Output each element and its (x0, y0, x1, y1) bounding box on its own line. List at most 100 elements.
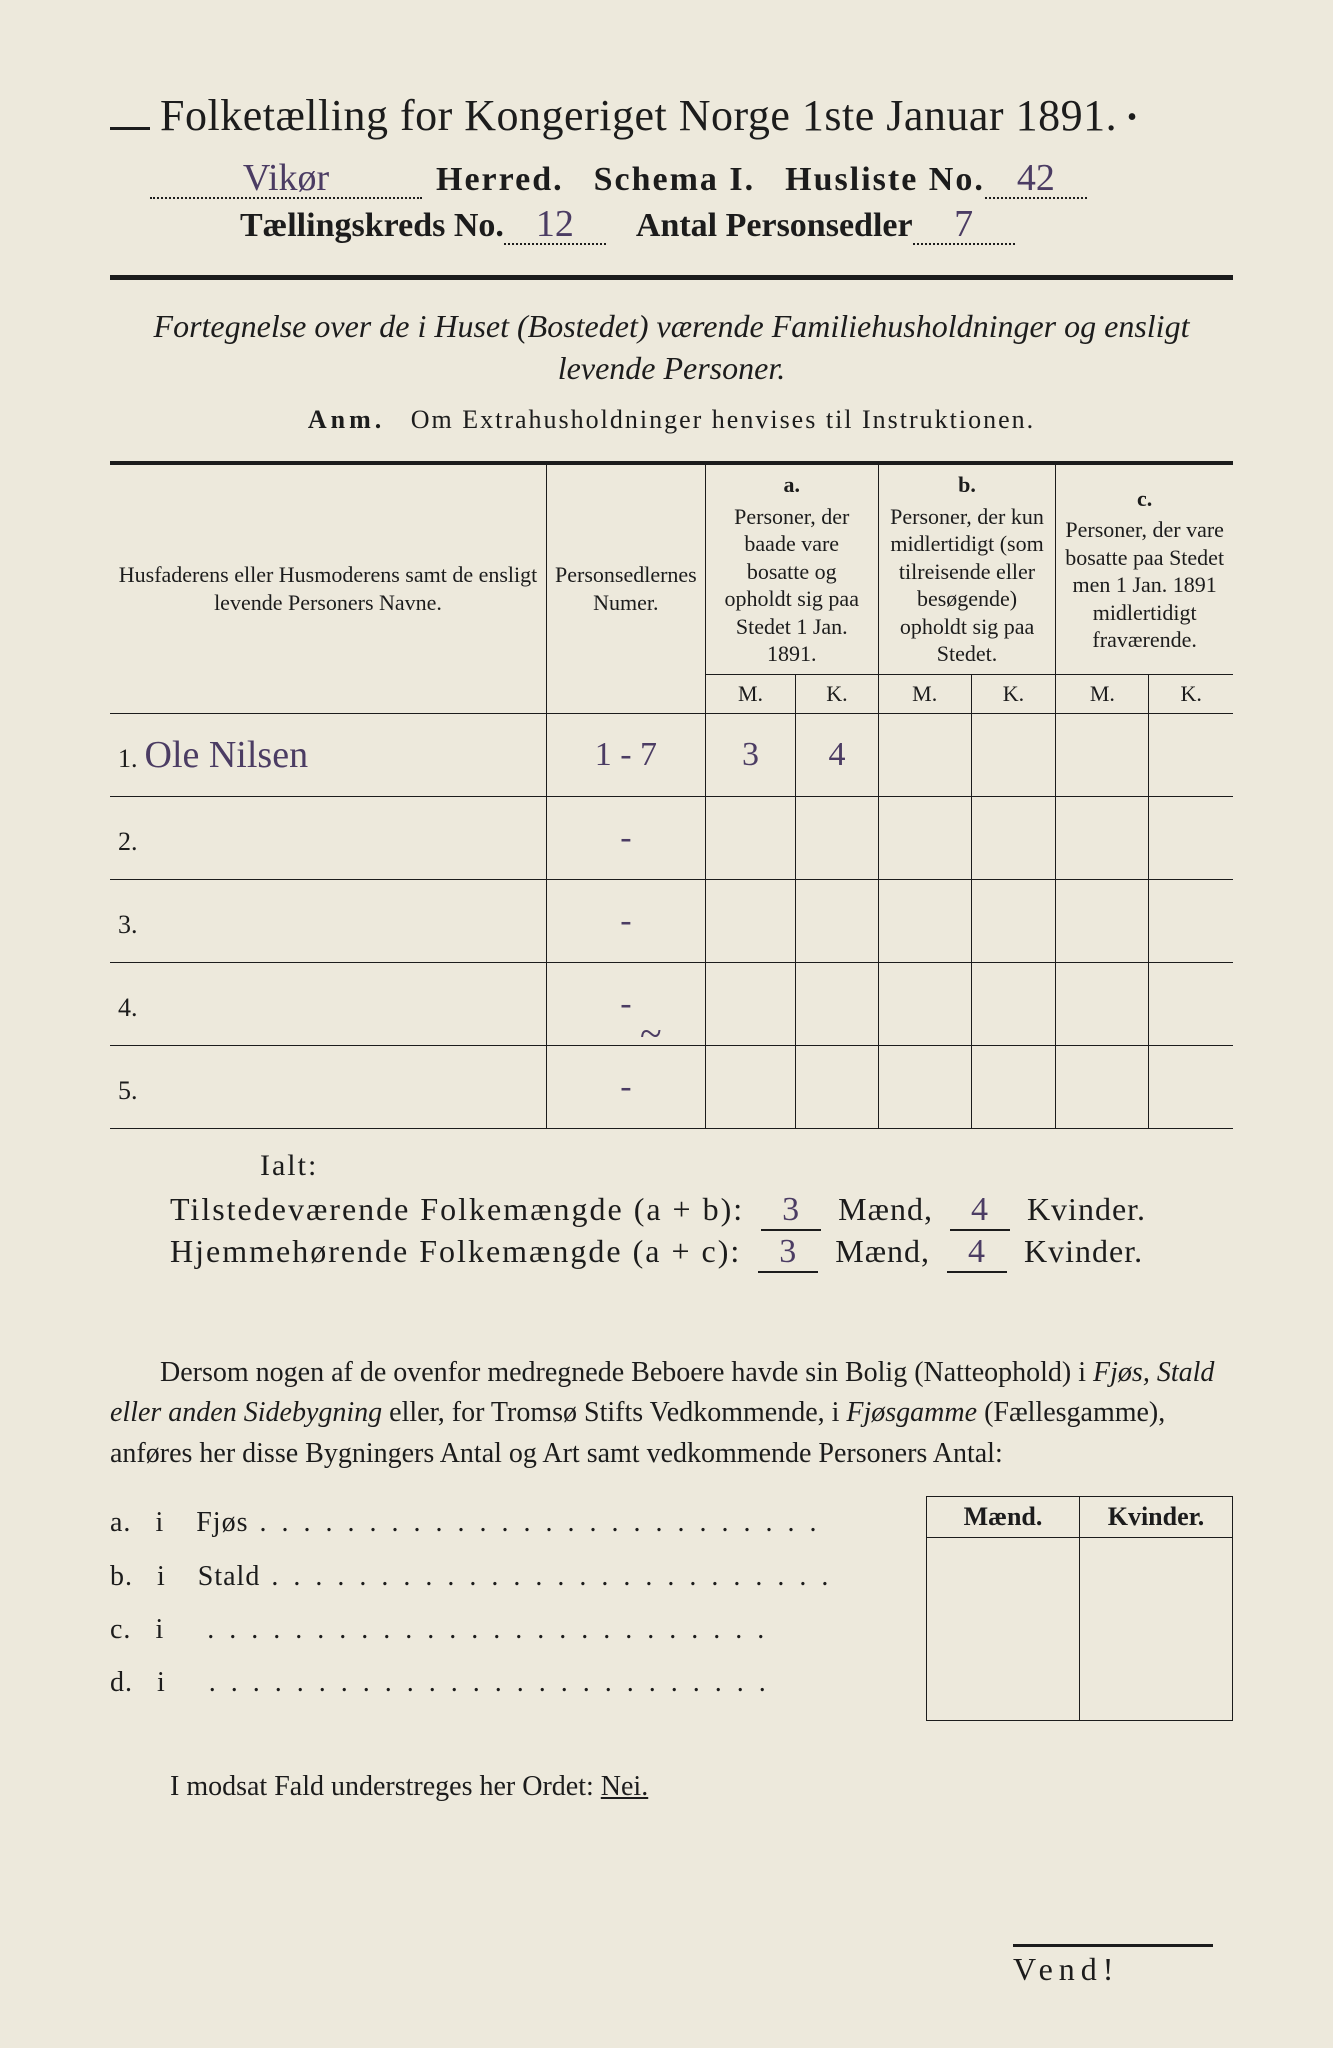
a-k: K. (796, 674, 879, 713)
anm-text: Om Extrahusholdninger henvises til Instr… (411, 405, 1035, 434)
anm-label: Anm. (308, 405, 385, 434)
col-c-header: c. Personer, der vare bosatte paa Stedet… (1056, 463, 1233, 674)
household-table: Husfaderens eller Husmoderens samt de en… (110, 461, 1233, 1129)
outbuilding-item: c. i . . . . . . . . . . . . . . . . . .… (110, 1603, 902, 1656)
cell-numer: 1 - 7 (547, 713, 706, 796)
outbuilding-item: d. i . . . . . . . . . . . . . . . . . .… (110, 1656, 902, 1709)
cell-a-k (796, 1045, 879, 1128)
side-k-val (1080, 1538, 1233, 1721)
cell-b-m (878, 879, 971, 962)
cell-numer: - (547, 879, 706, 962)
outbuilding-item: a. i Fjøs . . . . . . . . . . . . . . . … (110, 1496, 902, 1549)
cell-c-m (1056, 713, 1149, 796)
cell-b-m (878, 962, 971, 1045)
antal-field: 7 (913, 205, 1015, 245)
header-rule (110, 275, 1233, 280)
vend-label: Vend! (1013, 1944, 1213, 1988)
title-row: Folketælling for Kongeriget Norge 1ste J… (110, 90, 1233, 141)
antal-value: 7 (954, 203, 973, 245)
sum1-m: 3 (761, 1191, 821, 1231)
checkmark-squiggle: ~ (640, 1010, 662, 1057)
cell-b-k (971, 713, 1056, 796)
line-kreds: Tællingskreds No. 12 Antal Personsedler … (240, 205, 1233, 245)
ialt-label: Ialt: (260, 1149, 1233, 1183)
col-names-header: Husfaderens eller Husmoderens samt de en… (110, 463, 547, 713)
cell-c-k (1149, 796, 1233, 879)
ornament-right (1127, 90, 1141, 104)
sum-present: Tilstedeværende Folkemængde (a + b): 3 M… (170, 1191, 1233, 1231)
modsat-line: I modsat Fald understreges her Ordet: Ne… (110, 1771, 1233, 1803)
sum-home: Hjemmehørende Folkemængde (a + c): 3 Mæn… (170, 1233, 1233, 1273)
vend-rule (1013, 1944, 1213, 1947)
cell-name: 1. Ole Nilsen (110, 713, 547, 796)
outbuilding-list: a. i Fjøs . . . . . . . . . . . . . . . … (110, 1496, 902, 1721)
cell-c-m (1056, 879, 1149, 962)
cell-a-m (705, 796, 795, 879)
table-row: 5. - (110, 1045, 1233, 1128)
husliste-value: 42 (1017, 157, 1055, 199)
herred-label: Herred. (436, 161, 564, 199)
cell-c-k (1149, 1045, 1233, 1128)
kreds-field: 12 (504, 205, 606, 245)
cell-b-k (971, 962, 1056, 1045)
husliste-field: 42 (985, 159, 1087, 199)
col-b-header: b. Personer, der kun midlertidigt (som t… (878, 463, 1056, 674)
cell-a-m: 3 (705, 713, 795, 796)
cell-c-k (1149, 713, 1233, 796)
c-k: K. (1149, 674, 1233, 713)
subtitle: Fortegnelse over de i Huset (Bostedet) v… (110, 306, 1233, 389)
census-form-page: Folketælling for Kongeriget Norge 1ste J… (0, 0, 1333, 2048)
table-row: 1. Ole Nilsen1 - 734 (110, 713, 1233, 796)
outbuilding-mk-table: Mænd. Kvinder. (926, 1496, 1233, 1721)
cell-a-m (705, 962, 795, 1045)
anm-line: Anm. Om Extrahusholdninger henvises til … (110, 405, 1233, 435)
cell-b-k (971, 879, 1056, 962)
herred-value: Vikør (243, 157, 329, 199)
main-title: Folketælling for Kongeriget Norge 1ste J… (160, 90, 1117, 141)
side-m: Mænd. (927, 1497, 1080, 1538)
side-k: Kvinder. (1080, 1497, 1233, 1538)
cell-b-m (878, 713, 971, 796)
cell-name: 2. (110, 796, 547, 879)
col-numer-header: Personsedlernes Numer. (547, 463, 706, 713)
outbuilding-item: b. i Stald . . . . . . . . . . . . . . .… (110, 1550, 902, 1603)
side-m-val (927, 1538, 1080, 1721)
cell-b-k (971, 796, 1056, 879)
husliste-label: Husliste No. (785, 161, 985, 199)
kreds-value: 12 (536, 203, 574, 245)
cell-numer: - (547, 1045, 706, 1128)
b-m: M. (878, 674, 971, 713)
antal-label: Antal Personsedler (636, 207, 913, 245)
cell-a-k (796, 879, 879, 962)
cell-a-m (705, 879, 795, 962)
b-k: K. (971, 674, 1056, 713)
line-herred: Vikør Herred. Schema I. Husliste No. 42 (150, 159, 1233, 199)
sum2-m: 3 (758, 1233, 818, 1273)
nei-word: Nei. (601, 1771, 648, 1802)
cell-c-k (1149, 962, 1233, 1045)
herred-field: Vikør (150, 159, 422, 199)
cell-numer: - (547, 796, 706, 879)
kreds-label: Tællingskreds No. (240, 207, 504, 245)
rule-left (110, 127, 150, 130)
cell-c-k (1149, 879, 1233, 962)
cell-b-m (878, 1045, 971, 1128)
cell-numer: - (547, 962, 706, 1045)
cell-c-m (1056, 962, 1149, 1045)
col-a-header: a. Personer, der baade vare bosatte og o… (705, 463, 878, 674)
sum1-k: 4 (950, 1191, 1010, 1231)
sum2-k: 4 (947, 1233, 1007, 1273)
cell-c-m (1056, 1045, 1149, 1128)
cell-b-m (878, 796, 971, 879)
c-m: M. (1056, 674, 1149, 713)
cell-name: 5. (110, 1045, 547, 1128)
cell-c-m (1056, 796, 1149, 879)
cell-name: 3. (110, 879, 547, 962)
cell-a-k (796, 796, 879, 879)
table-row: 4. - (110, 962, 1233, 1045)
cell-name: 4. (110, 962, 547, 1045)
schema-label: Schema I. (594, 161, 756, 199)
outbuilding-paragraph: Dersom nogen af de ovenfor medregnede Be… (110, 1353, 1233, 1475)
cell-a-m (705, 1045, 795, 1128)
table-row: 2. - (110, 796, 1233, 879)
